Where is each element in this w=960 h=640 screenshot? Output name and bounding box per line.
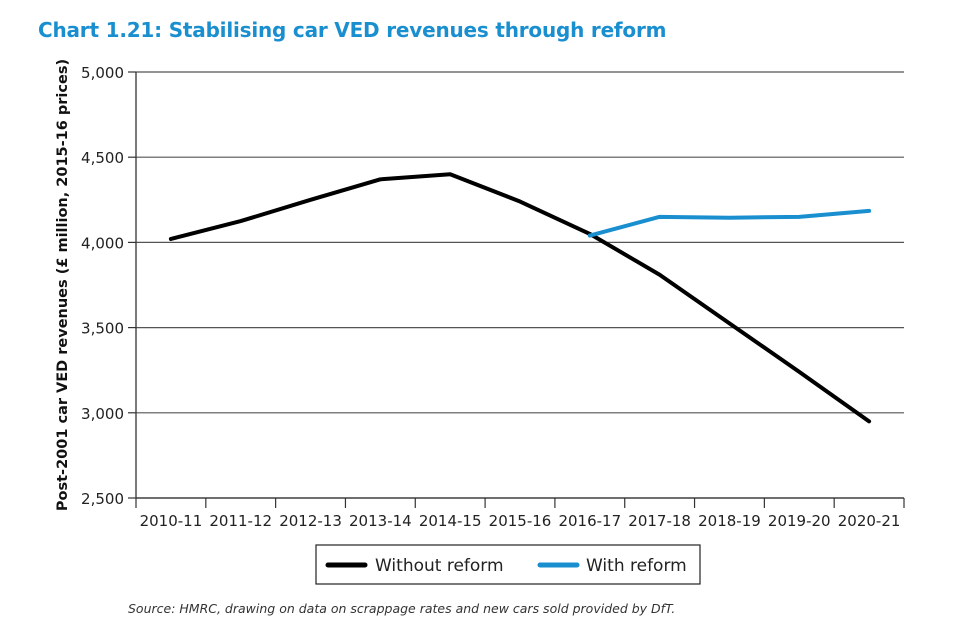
legend-label-without-reform: Without reform (375, 556, 504, 576)
legend-box (315, 544, 701, 585)
series-line-without-reform (168, 172, 872, 424)
axes (128, 71, 905, 508)
x-tick-label: 2012-13 (279, 512, 342, 530)
gridlines (136, 71, 904, 499)
y-tick-label: 3,000 (81, 405, 124, 423)
y-axis-label: Post-2001 car VED revenues (£ million, 2… (55, 59, 71, 511)
series-line-with-reform (587, 208, 872, 238)
x-tick-label: 2016-17 (558, 512, 621, 530)
x-tick-label: 2014-15 (419, 512, 482, 530)
x-tick-label: 2013-14 (349, 512, 412, 530)
y-tick-label: 4,000 (81, 234, 124, 252)
source-note: Source: HMRC, drawing on data on scrappa… (128, 601, 676, 616)
x-tick-label: 2018-19 (698, 512, 761, 530)
x-tick-label: 2017-18 (628, 512, 691, 530)
y-tick-label: 2,500 (81, 490, 124, 508)
x-tick-label: 2011-12 (209, 512, 272, 530)
x-tick-label: 2020-21 (838, 512, 901, 530)
series-lines (168, 172, 872, 424)
x-tick-labels: 2010-11 2011-12 2012-13 2013-14 2014-15 2015-… (140, 512, 901, 530)
y-tick-label: 4,500 (81, 149, 124, 167)
y-tick-label: 3,500 (81, 320, 124, 338)
x-tick-label: 2010-11 (140, 512, 203, 530)
x-tick-label: 2019-20 (768, 512, 831, 530)
y-tick-labels: 2,500 3,000 3,500 4,000 4,500 5,000 (81, 64, 124, 508)
legend: Without reform With reform (315, 544, 701, 585)
legend-label-with-reform: With reform (586, 556, 687, 576)
y-tick-label: 5,000 (81, 64, 124, 82)
chart-title: Chart 1.21: Stabilising car VED revenues… (38, 18, 667, 42)
x-tick-label: 2015-16 (489, 512, 552, 530)
